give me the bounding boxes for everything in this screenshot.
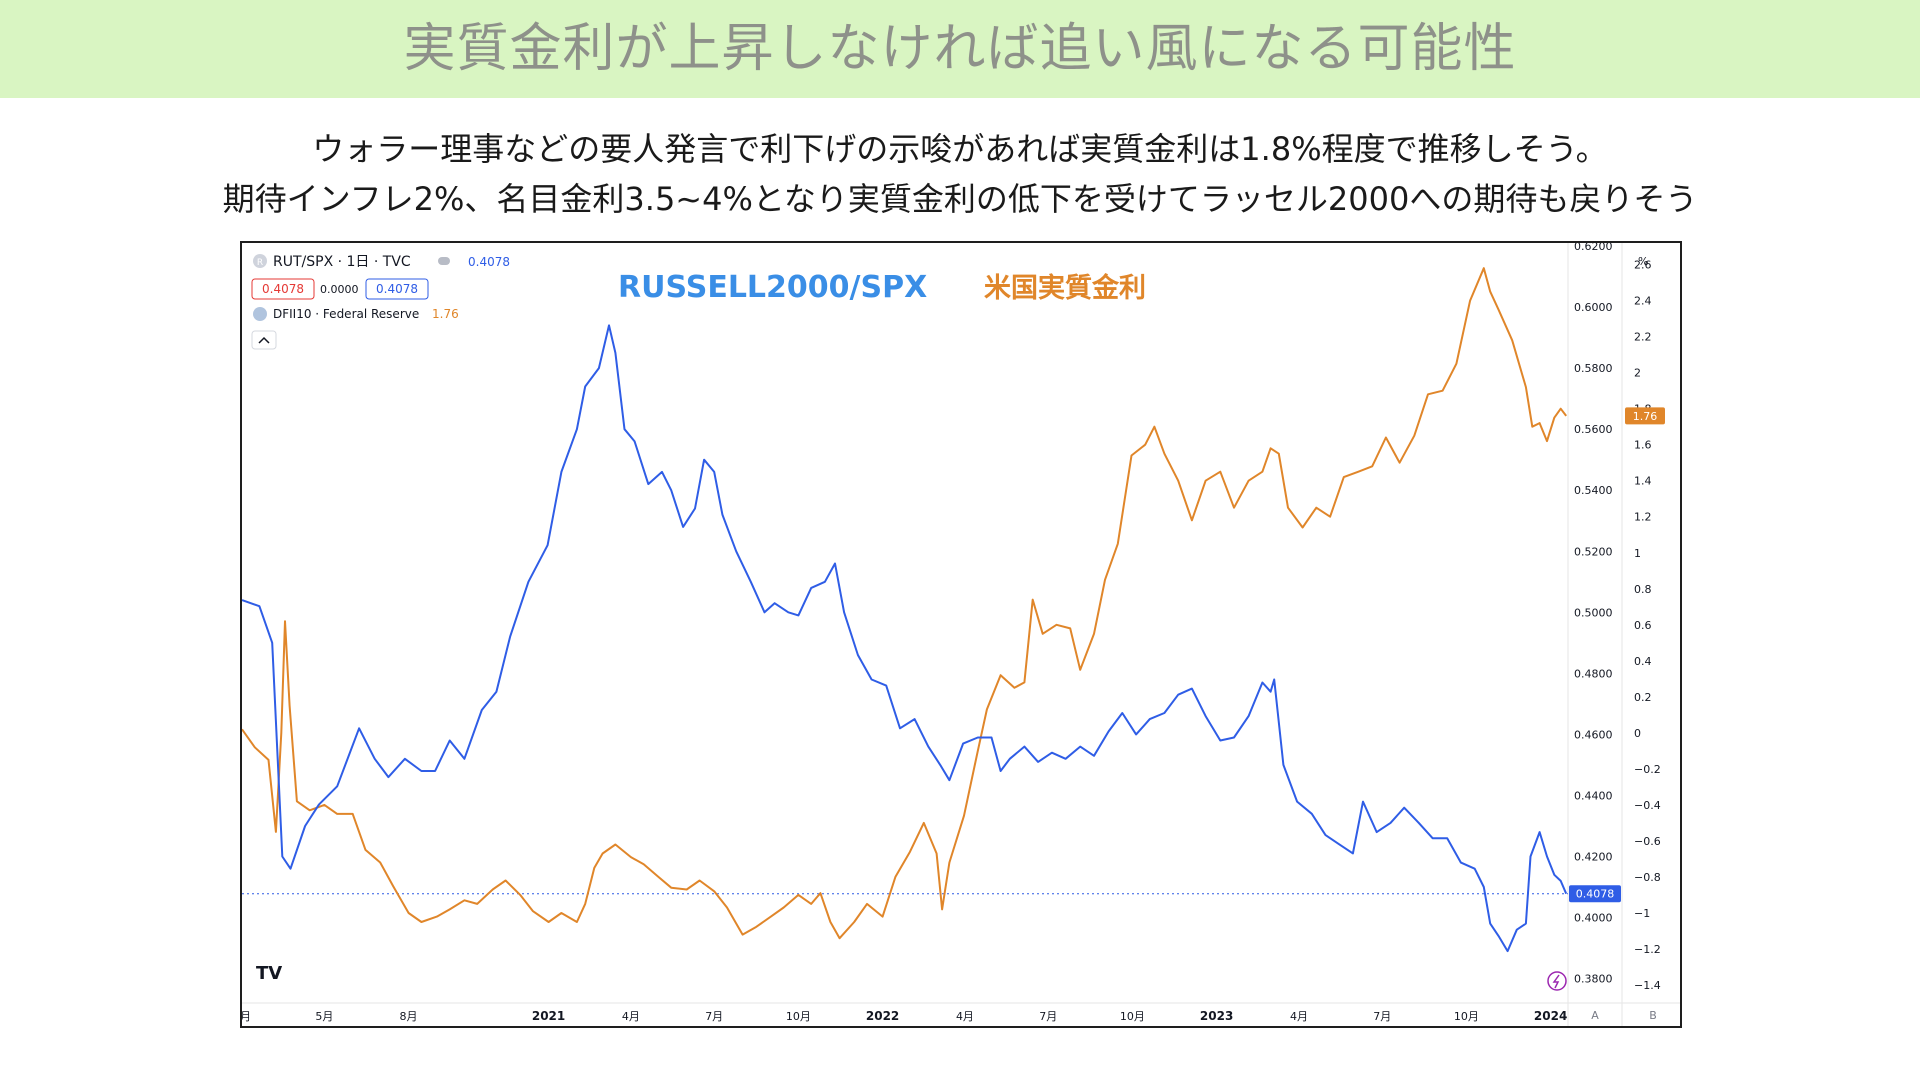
svg-text:0.4078: 0.4078 [262,282,304,296]
left-tick-label: 0.4000 [1574,912,1613,925]
right-tick-label: 0.2 [1634,691,1652,704]
chevron-up-icon [258,336,270,344]
x-tick-label: 2024 [1534,1009,1567,1023]
left-tick-label: 0.6200 [1574,243,1613,253]
visibility-icon[interactable] [438,257,450,265]
left-tick-label: 0.3800 [1574,973,1613,986]
left-tick-label: 0.5000 [1574,606,1613,619]
x-tick-label: 2月 [242,1010,251,1023]
x-tick-label: 7月 [705,1010,723,1023]
x-tick-label: 10月 [786,1010,811,1023]
x-tick-label: 8月 [400,1010,418,1023]
us-flag-icon [253,307,267,321]
percent-unit-label: % [1638,255,1648,268]
x-tick-label: 10月 [1454,1010,1479,1023]
svg-text:0.4078: 0.4078 [376,282,418,296]
x-tick-label: 7月 [1039,1010,1057,1023]
left-tick-label: 0.4200 [1574,850,1613,863]
scale-b-button[interactable]: B [1649,1009,1657,1022]
rate-value-tag: 1.76 [1625,407,1665,425]
series2-value: 1.76 [432,307,459,321]
left-tick-label: 0.4600 [1574,728,1613,741]
page-title: 実質金利が上昇しなければ追い風になる可能性 [403,19,1517,79]
right-tick-label: 0 [1634,727,1641,740]
right-tick-label: 1.4 [1634,475,1652,488]
right-tick-label: −0.2 [1634,763,1661,776]
subtitle-line-2: 期待インフレ2%、名目金利3.5~4%となり実質金利の低下を受けてラッセル200… [222,180,1698,218]
right-tick-label: 2.6 [1634,259,1652,272]
overlay-label-rut: RUSSELL2000/SPX [618,270,927,305]
x-tick-label: 7月 [1373,1010,1391,1023]
symbol-label[interactable]: RUT/SPX · 1日 · TVC [273,254,411,270]
header-price: 0.4078 [468,255,510,269]
x-tick-label: 4月 [956,1010,974,1023]
rut-price-tag: 0.4078 [1569,885,1621,903]
right-tick-label: −1.4 [1634,979,1661,992]
x-tick-label: 2021 [532,1009,565,1023]
chart-panel: 0.6200 0.6000 0.5800 0.5600 0.5400 0.5200 0.50… [233,240,1682,1028]
x-tick-label: 2023 [1200,1009,1233,1023]
lightning-icon[interactable] [1547,971,1567,991]
series2-label: DFII10 · Federal Reserve [273,307,419,321]
symbol-icon-letter: R [257,258,263,268]
right-percent-scale: 2.62.42.221.81.61.41.210.80.60.40.20−0.2… [1634,259,1661,992]
left-tick-label: 0.4400 [1574,789,1613,802]
right-tick-label: 0.4 [1634,655,1652,668]
left-tick-label: 0.6000 [1574,301,1613,314]
right-tick-label: −0.4 [1634,799,1661,812]
buy-box[interactable] [365,278,429,300]
right-tick-label: 2 [1634,367,1641,380]
symbol-icon [253,254,267,268]
title-banner [0,0,1920,98]
x-tick-label: 5月 [315,1010,333,1023]
right-tick-label: 0.8 [1634,583,1652,596]
collapse-button[interactable] [251,330,277,350]
x-tick-label: 4月 [1290,1010,1308,1023]
right-tick-label: −0.8 [1634,871,1661,884]
right-tick-label: −0.6 [1634,835,1661,848]
left-tick-label: 0.5400 [1574,484,1613,497]
right-tick-label: 1 [1634,547,1641,560]
right-tick-label: 1.6 [1634,439,1652,452]
right-tick-label: −1.2 [1634,943,1661,956]
left-tick-label: 0.4800 [1574,667,1613,680]
right-tick-label: 1.2 [1634,511,1652,524]
chart-svg: 0.6200 0.6000 0.5800 0.5600 0.5400 0.5200 0.50… [233,240,1680,1026]
right-tick-label: 2.2 [1634,331,1652,344]
svg-text:1.76: 1.76 [1633,410,1658,423]
svg-text:0.4078: 0.4078 [1576,888,1615,901]
tradingview-logo: TV [256,963,282,984]
left-tick-label: 0.5800 [1574,362,1613,375]
right-tick-label: 0.6 [1634,619,1652,632]
spread-value: 0.0000 [320,283,359,296]
left-price-scale: 0.6200 0.6000 0.5800 0.5600 0.5400 0.5200 0.50… [1574,240,1613,986]
x-tick-label: 2022 [866,1009,899,1023]
right-tick-label: −1 [1634,907,1650,920]
scale-auto-button[interactable]: A [1591,1009,1599,1022]
subtitle-line-1: ウォラー理事などの要人発言で利下げの示唆があれば実質金利は1.8%程度で推移しそ… [312,130,1608,168]
left-tick-label: 0.5600 [1574,423,1613,436]
x-tick-label: 4月 [622,1010,640,1023]
sell-box[interactable] [251,278,315,300]
real-rate-line [241,267,1567,940]
rut-spx-line [241,324,1568,953]
right-tick-label: 2.4 [1634,295,1652,308]
x-tick-label: 10月 [1120,1010,1145,1023]
time-scale: 2月 5月 8月 2021 4月 7月 10月 2022 4月 7月 10月 2023 4月 7月 10月 2… [233,1009,1567,1023]
overlay-label-rate: 米国実質金利 [984,272,1146,304]
left-tick-label: 0.5200 [1574,545,1613,558]
